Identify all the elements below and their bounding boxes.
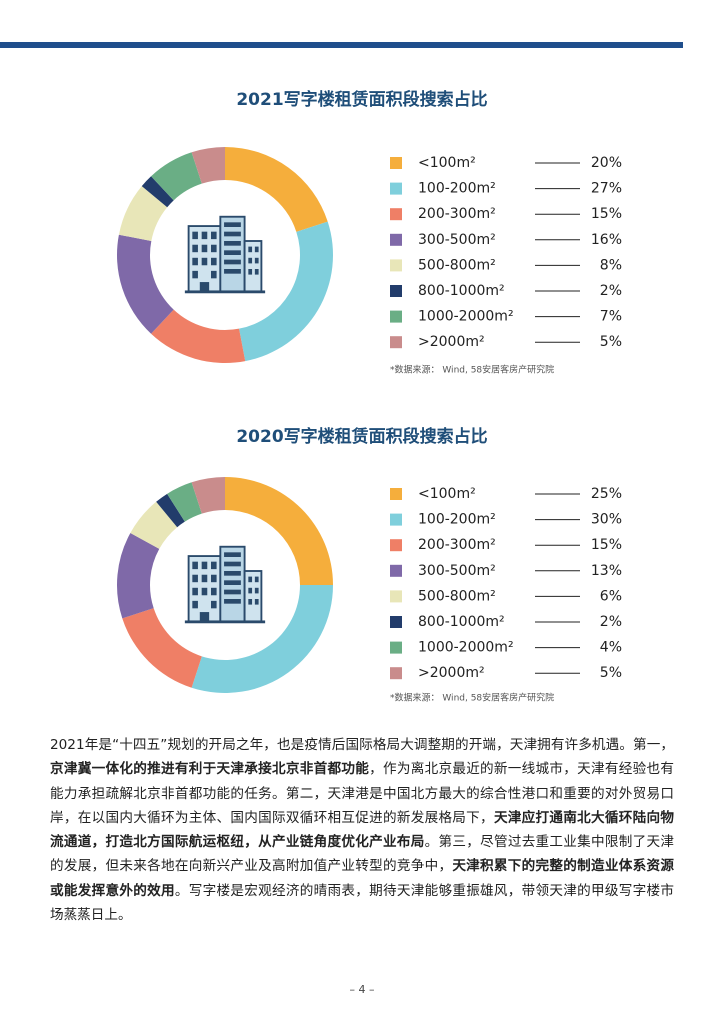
donut-segment bbox=[130, 501, 178, 549]
legend-swatch bbox=[390, 564, 402, 577]
legend-label: >2000m² bbox=[418, 665, 485, 681]
text-run: ，作为离北京最近的新一线城市，天津有经验也有能力承担疏解北京非首都功能的任务。第… bbox=[50, 761, 675, 826]
legend-swatch bbox=[390, 310, 402, 323]
legend-label: 1000-2000m² bbox=[418, 309, 514, 325]
text-run: 。第三，尽管过去重工业集中限制了天津的发展，但未来各地在向新兴产业及高附加值产业… bbox=[50, 834, 675, 875]
legend-label: <100m² bbox=[418, 486, 476, 502]
source-note: *数据来源： Wind, 58安居客房产研究院 bbox=[390, 364, 554, 376]
legend-label: 300-500m² bbox=[418, 563, 496, 579]
legend-swatch bbox=[390, 208, 402, 221]
legend-label: <100m² bbox=[418, 155, 476, 171]
value-label: 13% bbox=[591, 563, 622, 579]
chart-title: 2021写字楼租赁面积段搜索占比 bbox=[236, 89, 487, 110]
donut-segment bbox=[191, 147, 225, 184]
legend-swatch bbox=[390, 513, 402, 526]
legend-swatch bbox=[390, 539, 402, 552]
text-run: 天津积累下的完整的制造业体系资源或能发挥意外的效用 bbox=[50, 858, 674, 899]
donut-segment bbox=[225, 147, 328, 232]
legend-swatch bbox=[390, 488, 402, 500]
value-label: 27% bbox=[591, 181, 622, 197]
value-label: 4% bbox=[600, 640, 622, 656]
value-label: 7% bbox=[600, 309, 622, 325]
value-label: 15% bbox=[591, 206, 622, 222]
legend-label: 200-300m² bbox=[418, 537, 496, 553]
legend-swatch bbox=[390, 182, 402, 195]
legend-label: 800-1000m² bbox=[418, 614, 505, 630]
legend-swatch bbox=[390, 590, 402, 603]
donut-segment bbox=[117, 234, 174, 334]
value-label: 15% bbox=[591, 537, 622, 553]
legend-swatch bbox=[390, 667, 402, 680]
value-label: 25% bbox=[591, 486, 622, 502]
donut-segment bbox=[191, 585, 334, 693]
donut-segment bbox=[167, 482, 202, 522]
value-label: 2% bbox=[600, 614, 622, 630]
legend-swatch bbox=[390, 616, 402, 628]
legend-swatch bbox=[390, 285, 402, 297]
value-label: 16% bbox=[591, 232, 622, 248]
building-icon bbox=[183, 545, 267, 625]
donut-segment bbox=[118, 186, 168, 241]
legend-swatch bbox=[390, 336, 402, 349]
text-run: 2021年是“十四五”规划的开局之年，也是疫情后国际格局大调整期的开端，天津拥有… bbox=[50, 737, 674, 753]
legend-swatch bbox=[390, 259, 402, 272]
chart-title: 2020写字楼租赁面积段搜索占比 bbox=[236, 426, 487, 447]
value-label: 6% bbox=[600, 588, 622, 604]
value-label: 8% bbox=[600, 257, 622, 273]
text-run: 。写字楼是宏观经济的晴雨表，期待天津能够重振雄风，带领天津的甲级写字楼市场蒸蒸日… bbox=[50, 882, 675, 924]
legend-label: >2000m² bbox=[418, 334, 485, 350]
donut-segment bbox=[156, 493, 185, 528]
legend-label: 200-300m² bbox=[418, 206, 496, 222]
body-paragraph: 2021年是“十四五”规划的开局之年，也是疫情后国际格局大调整期的开端，天津拥有… bbox=[50, 733, 674, 927]
legend-label: 500-800m² bbox=[418, 257, 496, 273]
legend-label: 800-1000m² bbox=[418, 283, 505, 299]
source-note: *数据来源： Wind, 58安居客房产研究院 bbox=[390, 692, 554, 704]
donut-segment bbox=[151, 152, 202, 201]
donut-segment bbox=[141, 176, 174, 208]
legend-swatch bbox=[390, 233, 402, 246]
donut-segment bbox=[225, 477, 333, 585]
legend-label: 1000-2000m² bbox=[418, 640, 514, 656]
donut-segment bbox=[116, 532, 160, 619]
legend-label: 300-500m² bbox=[418, 232, 496, 248]
text-run: 天津应打通南北大循环陆向物流通道，打造北方国际航运枢纽，从产业链角度优化产业布局 bbox=[50, 809, 675, 851]
donut-segment bbox=[122, 608, 202, 688]
donut-segment bbox=[151, 309, 246, 364]
value-label: 2% bbox=[600, 283, 622, 299]
value-label: 5% bbox=[600, 334, 622, 350]
value-label: 20% bbox=[591, 155, 622, 171]
legend-swatch bbox=[390, 157, 402, 169]
header-bar bbox=[0, 42, 683, 48]
donut-segment bbox=[239, 221, 334, 362]
legend-label: 500-800m² bbox=[418, 588, 496, 604]
building-icon bbox=[183, 215, 267, 295]
legend-label: 100-200m² bbox=[418, 512, 496, 528]
value-label: 30% bbox=[591, 512, 622, 528]
text-run: 京津冀一体化的推进有利于天津承接北京非首都功能 bbox=[50, 761, 370, 778]
value-label: 5% bbox=[600, 665, 622, 681]
legend-swatch bbox=[390, 641, 402, 654]
page-number: – 4 – bbox=[350, 983, 375, 996]
legend-label: 100-200m² bbox=[418, 181, 496, 197]
donut-segment bbox=[191, 477, 225, 514]
